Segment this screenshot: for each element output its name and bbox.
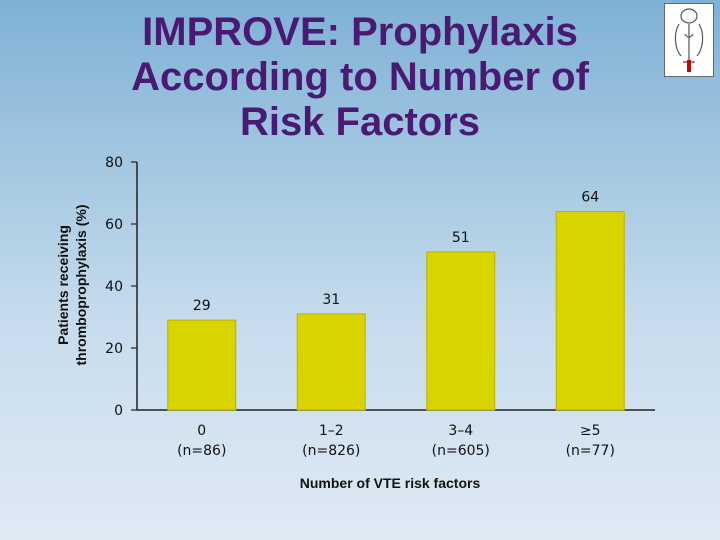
category-label: 0 — [197, 423, 206, 439]
category-label: 1–2 — [319, 423, 344, 439]
slide-title: IMPROVE: Prophylaxis According to Number… — [131, 10, 589, 144]
category-label: 3–4 — [448, 423, 473, 439]
heart-logo — [664, 3, 714, 77]
bar — [296, 313, 366, 411]
category-labels: 0 (n=86) 1–2 (n=826) 3–4 (n=605) ≥5 (n=77) — [177, 423, 615, 459]
y-tick-label: 60 — [105, 217, 123, 233]
category-label: (n=826) — [302, 443, 360, 459]
bars — [167, 211, 625, 411]
y-tick-label: 0 — [114, 403, 123, 419]
data-label: 51 — [452, 230, 470, 246]
x-axis-label: Number of VTE risk factors — [300, 475, 481, 491]
bar — [426, 251, 496, 411]
data-label: 64 — [581, 190, 599, 206]
data-label: 31 — [322, 292, 340, 308]
data-labels: 29 31 51 64 — [193, 190, 599, 315]
bar — [167, 319, 237, 411]
y-axis-ticks: 0 20 40 60 80 — [105, 155, 137, 419]
data-label: 29 — [193, 298, 211, 314]
y-tick-label: 20 — [105, 341, 123, 357]
category-label: (n=77) — [566, 443, 615, 459]
category-label: (n=605) — [432, 443, 490, 459]
bar — [555, 211, 625, 411]
y-axis-label-line-1: Patients receiving — [55, 225, 71, 345]
category-label: (n=86) — [177, 443, 226, 459]
y-tick-label: 80 — [105, 155, 123, 171]
y-tick-label: 40 — [105, 279, 123, 295]
y-axis-label-line-2: thromboprophylaxis (%) — [73, 204, 89, 365]
category-label: ≥5 — [580, 423, 601, 439]
